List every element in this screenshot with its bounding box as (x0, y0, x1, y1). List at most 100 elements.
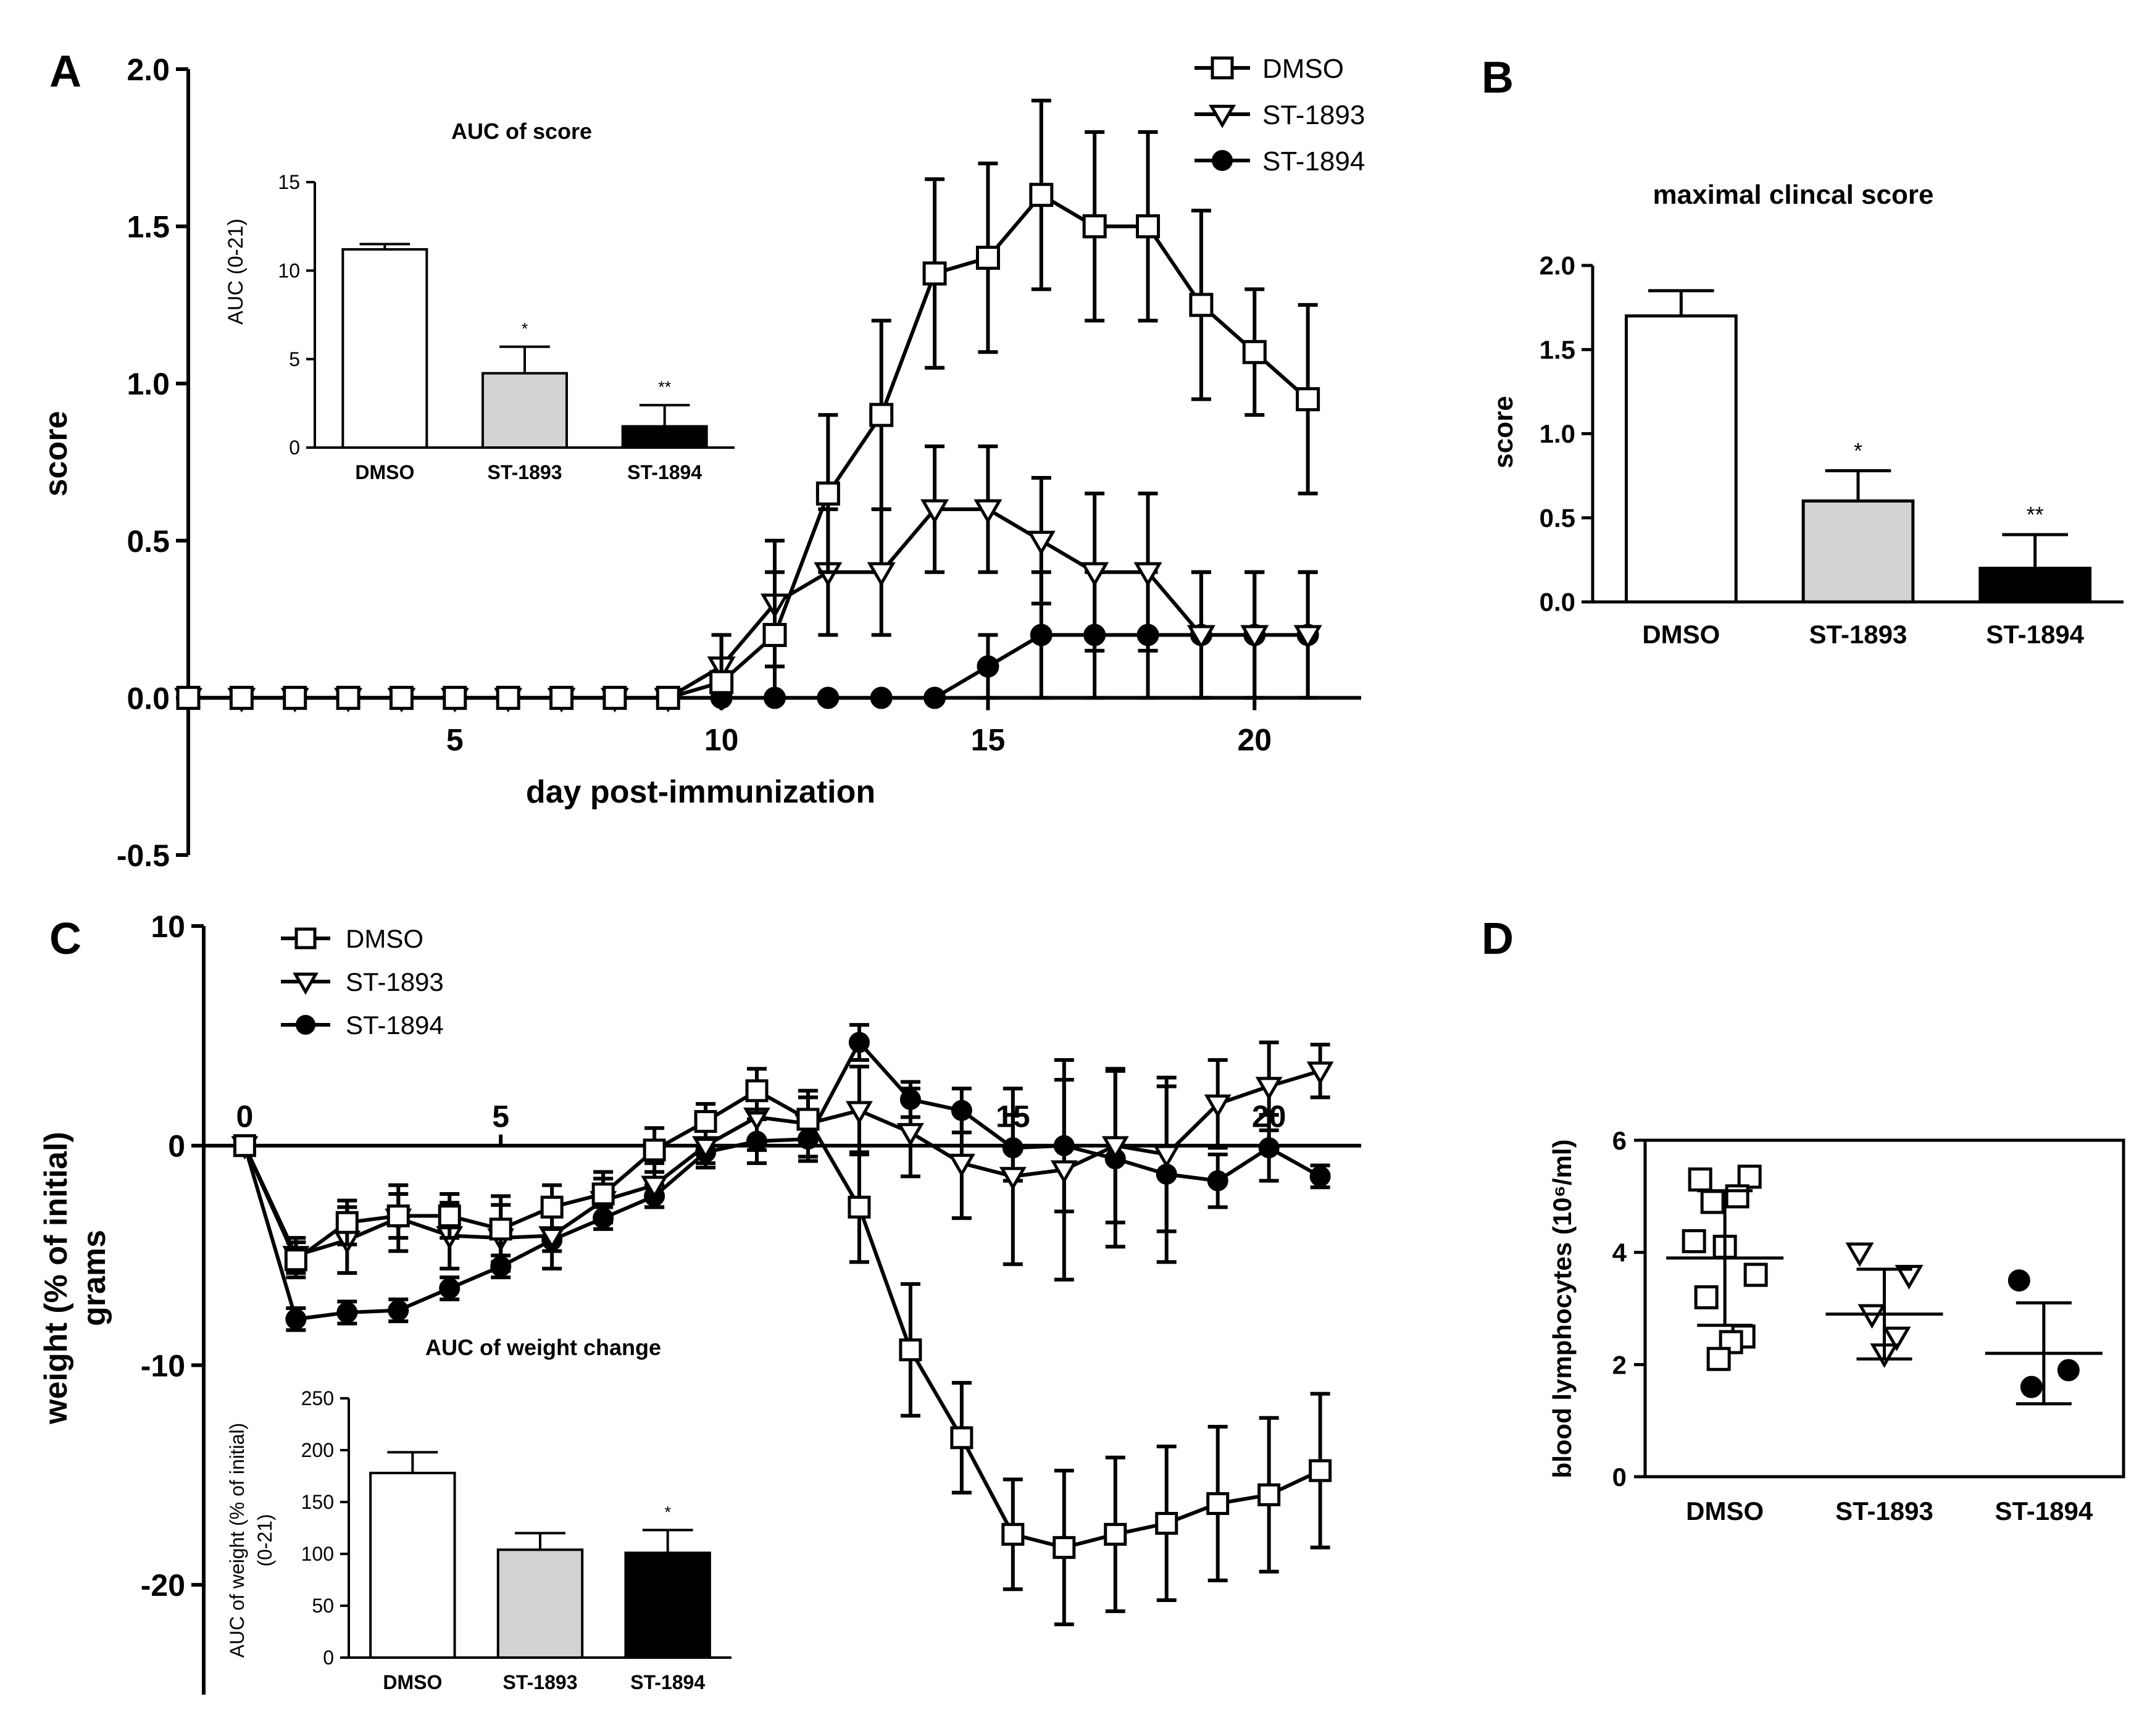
panel-c-point (336, 1302, 358, 1324)
panel-a-y-tick-label: 0.5 (127, 524, 170, 559)
panel-a-point (869, 403, 894, 427)
panel-a-legend-label: ST-1894 (1262, 146, 1365, 177)
panel-label-d: D (1482, 914, 1514, 964)
panel-b: maximal clincal score score 0.0 0.5 1.0 1.5… (1488, 180, 2124, 649)
panel-c-inset-title: AUC of weight change (425, 1335, 661, 1360)
panel-b-bar-st-1893 (1801, 499, 1915, 604)
panel-a-point (923, 686, 946, 709)
panel-a-legend-label: ST-1893 (1262, 100, 1365, 130)
panel-a-x-tick-label: 20 (1237, 722, 1272, 757)
panel-d-point (1737, 1164, 1762, 1189)
panel-c-inset-y-tick-label: 150 (301, 1491, 334, 1513)
panel-c-point (1309, 1166, 1331, 1187)
panel-c-point (438, 1204, 461, 1228)
panel-b-significance: ** (2027, 503, 2044, 527)
panel-c-point (386, 1204, 410, 1228)
panel-a-inset-bar-dmso (341, 248, 428, 449)
panel-b-y-tick-label: 1.0 (1540, 419, 1575, 448)
panel-c-inset-y-tick-label: 250 (301, 1387, 334, 1409)
panel-a-point (1293, 625, 1322, 650)
panel-a-point (922, 261, 947, 286)
panel-a-inset-category-label: DMSO (355, 461, 414, 483)
panel-a-y-tick-label: -0.5 (117, 838, 170, 873)
panel-c-point (1206, 1492, 1230, 1516)
panel-a-point (283, 685, 307, 710)
panel-a-point (709, 670, 734, 695)
panel-c-point (335, 1211, 359, 1234)
panel-c-point (591, 1182, 615, 1206)
panel-a-point (1136, 214, 1161, 239)
panel-d-point (1743, 1262, 1768, 1287)
panel-c-inset-category-label: DMSO (383, 1671, 442, 1693)
panel-b-category-label: DMSO (1642, 620, 1720, 649)
panel-a-line-dmso (188, 192, 1309, 700)
panel-b-y-tick-label: 2.0 (1540, 251, 1575, 280)
panel-a-point (1189, 293, 1214, 317)
panel-a-legend-marker (1211, 56, 1234, 80)
panel-c-inset-y-tick-label: 50 (312, 1595, 334, 1617)
panel-a-y-tick-label: 0.0 (127, 681, 170, 716)
panel-c-point (1309, 1459, 1332, 1482)
panel-c-inset: AUC of weight change AUC of weight (% of… (226, 1335, 661, 1658)
panel-a-point (656, 685, 680, 710)
panel-c-legend-label: ST-1894 (346, 1011, 444, 1040)
panel-a-inset-ylabel: AUC (0-21) (224, 219, 248, 325)
panel-d-y-tick-label: 2 (1612, 1350, 1627, 1379)
panel-c-inset-y-tick-label: 0 (323, 1646, 334, 1669)
panel-c-point (796, 1108, 820, 1131)
panel-a-point (815, 481, 840, 506)
panel-b-y-tick-label: 1.5 (1540, 335, 1575, 364)
panel-a-point (443, 685, 467, 710)
panel-b-title: maximal clincal score (1653, 180, 1934, 210)
panel-label-c: C (49, 914, 81, 964)
panel-a-point (176, 685, 201, 710)
panel-c-point (1204, 1094, 1232, 1118)
panel-a-point (920, 499, 949, 524)
panel-a-point (1242, 340, 1267, 364)
panel-c-point (641, 1175, 669, 1200)
panel-a-inset-y-tick-label: 0 (289, 436, 300, 459)
panel-d-point (1895, 1264, 1924, 1290)
panel-d-y-tick-label: 4 (1612, 1238, 1627, 1267)
panel-c-point (1104, 1522, 1127, 1546)
panel-a-inset-bar-st-1894 (621, 425, 708, 449)
panel-c-x-tick-label: 5 (492, 1100, 509, 1134)
panel-c-legend-label: DMSO (346, 924, 423, 953)
panel-a-inset-significance: ** (658, 377, 672, 396)
panel-a-point (1296, 387, 1320, 412)
panel-c-inset-y-tick-label: 200 (301, 1439, 334, 1461)
panel-a-point (229, 685, 254, 710)
panel-a-point (867, 562, 896, 587)
panel-c-y-tick-label: 0 (168, 1129, 185, 1164)
panel-a-series-dmso (176, 98, 1320, 710)
panel-c-point (745, 1079, 769, 1103)
panel-d-point (1682, 1229, 1706, 1253)
panel-a-y-tick-label: 2.0 (127, 52, 170, 87)
panel-c-line-st-1894 (243, 1039, 1322, 1322)
panel-a-inset-bar-st-1893 (482, 372, 568, 449)
panel-d-point (2020, 1375, 2043, 1398)
panel-d-point (2057, 1359, 2080, 1382)
panel-c-legend-marker (294, 927, 317, 949)
panel-a-inset-y-tick-label: 10 (278, 260, 300, 282)
panel-c-ylabel-line1: weight (% of initial) (38, 1132, 74, 1425)
panel-c-legend-marker (296, 1015, 315, 1035)
panel-a-inset-y-tick-label: 5 (289, 348, 300, 370)
panel-c-point (899, 1338, 922, 1362)
panel-d-point (1845, 1242, 1874, 1267)
panel-c-legend-label: ST-1893 (346, 967, 444, 996)
panel-d-category-label: ST-1894 (1995, 1496, 2093, 1525)
panel-a-point (1029, 183, 1054, 207)
panel-c-x-tick-label: 0 (236, 1100, 253, 1134)
panel-c-point (643, 1138, 666, 1162)
panel-c-series-dmso (233, 1067, 1332, 1627)
panel-c-point (388, 1300, 409, 1321)
panel-a-legend-label: DMSO (1262, 54, 1344, 84)
panel-c-point (694, 1110, 717, 1133)
panel-c-point (540, 1195, 564, 1219)
panel-c-point (1155, 1512, 1178, 1535)
panel-c-inset-category-label: ST-1894 (630, 1671, 705, 1693)
panel-c-point (1258, 1137, 1280, 1159)
panel-c-line-st-1893 (243, 1069, 1321, 1258)
panel-c-point (1207, 1170, 1228, 1191)
